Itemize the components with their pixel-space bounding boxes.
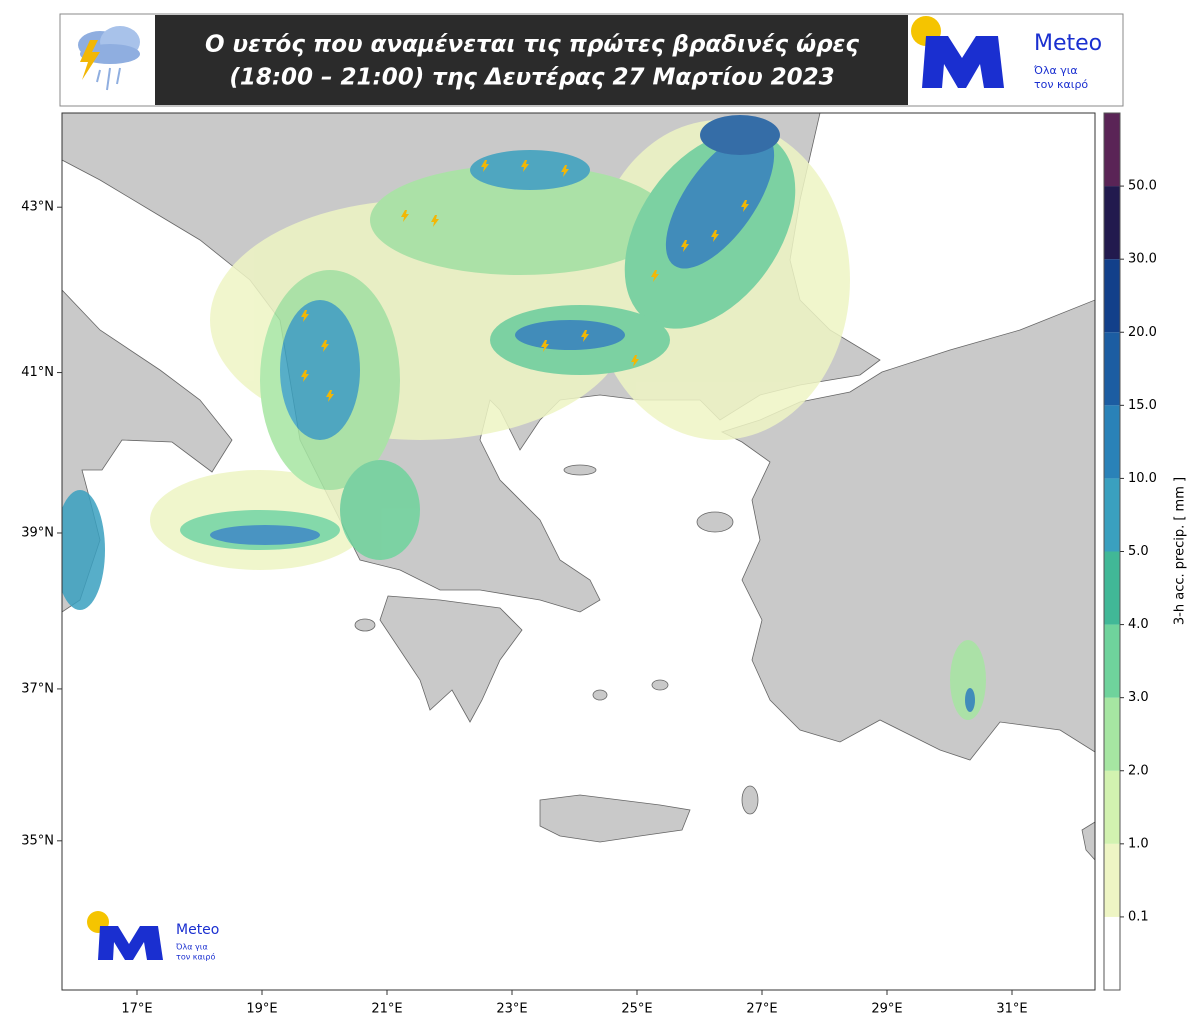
logo: Meteo Όλα για τον καιρό [911, 16, 1102, 91]
colorbar-tick-label: 5.0 [1128, 544, 1149, 559]
colorbar-tick-label: 50.0 [1128, 179, 1157, 194]
island [741, 785, 759, 815]
map: Meteo Όλα για τον καιρό [61, 112, 1096, 991]
title-line: (18:00 – 21:00) της Δευτέρας 27 Μαρτίου … [229, 65, 834, 91]
x-tick-label: 17°E [121, 1002, 152, 1017]
island [563, 464, 597, 476]
island [592, 689, 608, 701]
x-tick-label: 27°E [746, 1002, 777, 1017]
colorbar-tick-label: 2.0 [1128, 763, 1149, 778]
colorbar-tick-label: 30.0 [1128, 252, 1157, 267]
logo-tagline: Όλα για [1033, 64, 1078, 77]
colorbar-tick-label: 15.0 [1128, 398, 1157, 413]
title-line: Ο υετός που αναμένεται τις πρώτες βραδιν… [205, 32, 859, 58]
island [651, 679, 669, 691]
weather-icon [78, 26, 140, 91]
colorbar-segment [1104, 259, 1120, 333]
x-tick-label: 25°E [621, 1002, 652, 1017]
colorbar-tick-label: 10.0 [1128, 471, 1157, 486]
colorbar-tick-label: 20.0 [1128, 325, 1157, 340]
colorbar-segment [1104, 405, 1120, 479]
x-tick-label: 31°E [996, 1002, 1027, 1017]
y-tick-label: 41°N [21, 365, 54, 380]
colorbar-tick-label: 0.1 [1128, 909, 1149, 924]
logo-tagline: τον καιρό [1034, 78, 1088, 91]
colorbar-segment [1104, 186, 1120, 260]
watermark-tagline: τον καιρό [176, 952, 215, 962]
colorbar-tick-label: 3.0 [1128, 690, 1149, 705]
peloponnese [379, 595, 523, 723]
colorbar-label: 3-h acc. precip. [ mm ] [1173, 477, 1188, 625]
cyprus-tip [1081, 821, 1095, 861]
x-tick-label: 21°E [371, 1002, 402, 1017]
colorbar-tick-label: 4.0 [1128, 617, 1149, 632]
axes: 17°E 19°E 21°E 23°E 25°E 27°E 29°E 31°E 43°N 41°N… [21, 200, 1027, 1017]
watermark-tagline: Όλα για [175, 942, 208, 952]
x-tick-label: 23°E [496, 1002, 527, 1017]
y-tick-label: 43°N [21, 200, 54, 215]
logo-name: Meteo [1034, 31, 1102, 56]
colorbar-segment [1104, 770, 1120, 844]
island [696, 511, 734, 533]
colorbar-segment [1104, 551, 1120, 625]
colorbar-tick-label: 1.0 [1128, 836, 1149, 851]
y-tick-label: 37°N [21, 681, 54, 696]
colorbar: 3-h acc. precip. [ mm ] 0.1 1.0 2.0 3.0 4.0 5… [1103, 112, 1188, 991]
y-tick-label: 39°N [21, 525, 54, 540]
colorbar-segment [1104, 113, 1120, 187]
title-bar [155, 15, 908, 105]
crete [539, 794, 691, 843]
precipitation [62, 115, 986, 720]
header: Ο υετός που αναμένεται τις πρώτες βραδιν… [59, 13, 1124, 107]
colorbar-segment [1104, 624, 1120, 698]
x-tick-label: 19°E [246, 1002, 277, 1017]
colorbar-segment [1104, 332, 1120, 406]
map-frame [61, 112, 1096, 991]
island [354, 618, 376, 632]
colorbar-segment [1104, 916, 1120, 990]
colorbar-segment [1104, 843, 1120, 917]
x-tick-label: 29°E [871, 1002, 902, 1017]
watermark: Meteo Όλα για τον καιρό [87, 911, 219, 962]
colorbar-segment [1104, 697, 1120, 771]
watermark-name: Meteo [176, 922, 219, 938]
colorbar-segment [1104, 478, 1120, 552]
y-tick-label: 35°N [21, 833, 54, 848]
